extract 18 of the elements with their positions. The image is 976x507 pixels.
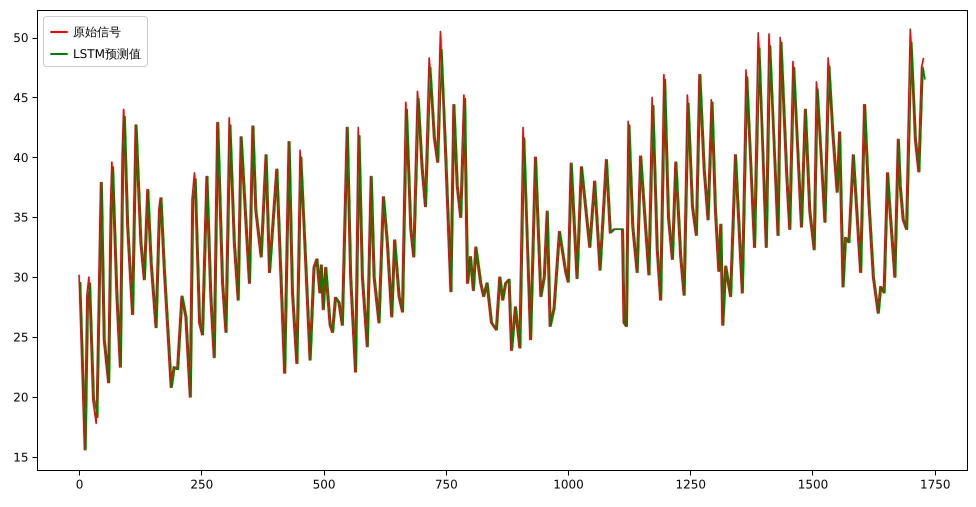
x-tick-label: 250: [190, 478, 214, 492]
y-tick-label: 40: [13, 150, 28, 165]
x-tick-label: 1250: [675, 478, 706, 492]
x-tick-label: 0: [76, 478, 84, 492]
y-tick-label: 35: [13, 210, 28, 225]
x-tick-label: 1000: [553, 478, 584, 492]
y-tick-label: 15: [13, 450, 28, 464]
y-tick-label: 30: [13, 270, 28, 285]
x-tick-label: 500: [312, 478, 336, 492]
y-tick-label: 45: [13, 90, 28, 105]
y-tick-label: 50: [13, 31, 28, 46]
x-tick-label: 750: [434, 478, 458, 492]
legend-label: LSTM预测值: [73, 47, 141, 61]
y-tick-label: 20: [13, 390, 28, 404]
legend-label: 原始信号: [73, 25, 121, 39]
y-tick-label: 25: [13, 330, 28, 345]
x-tick-label: 1500: [798, 478, 828, 492]
x-tick-label: 1750: [920, 478, 950, 492]
